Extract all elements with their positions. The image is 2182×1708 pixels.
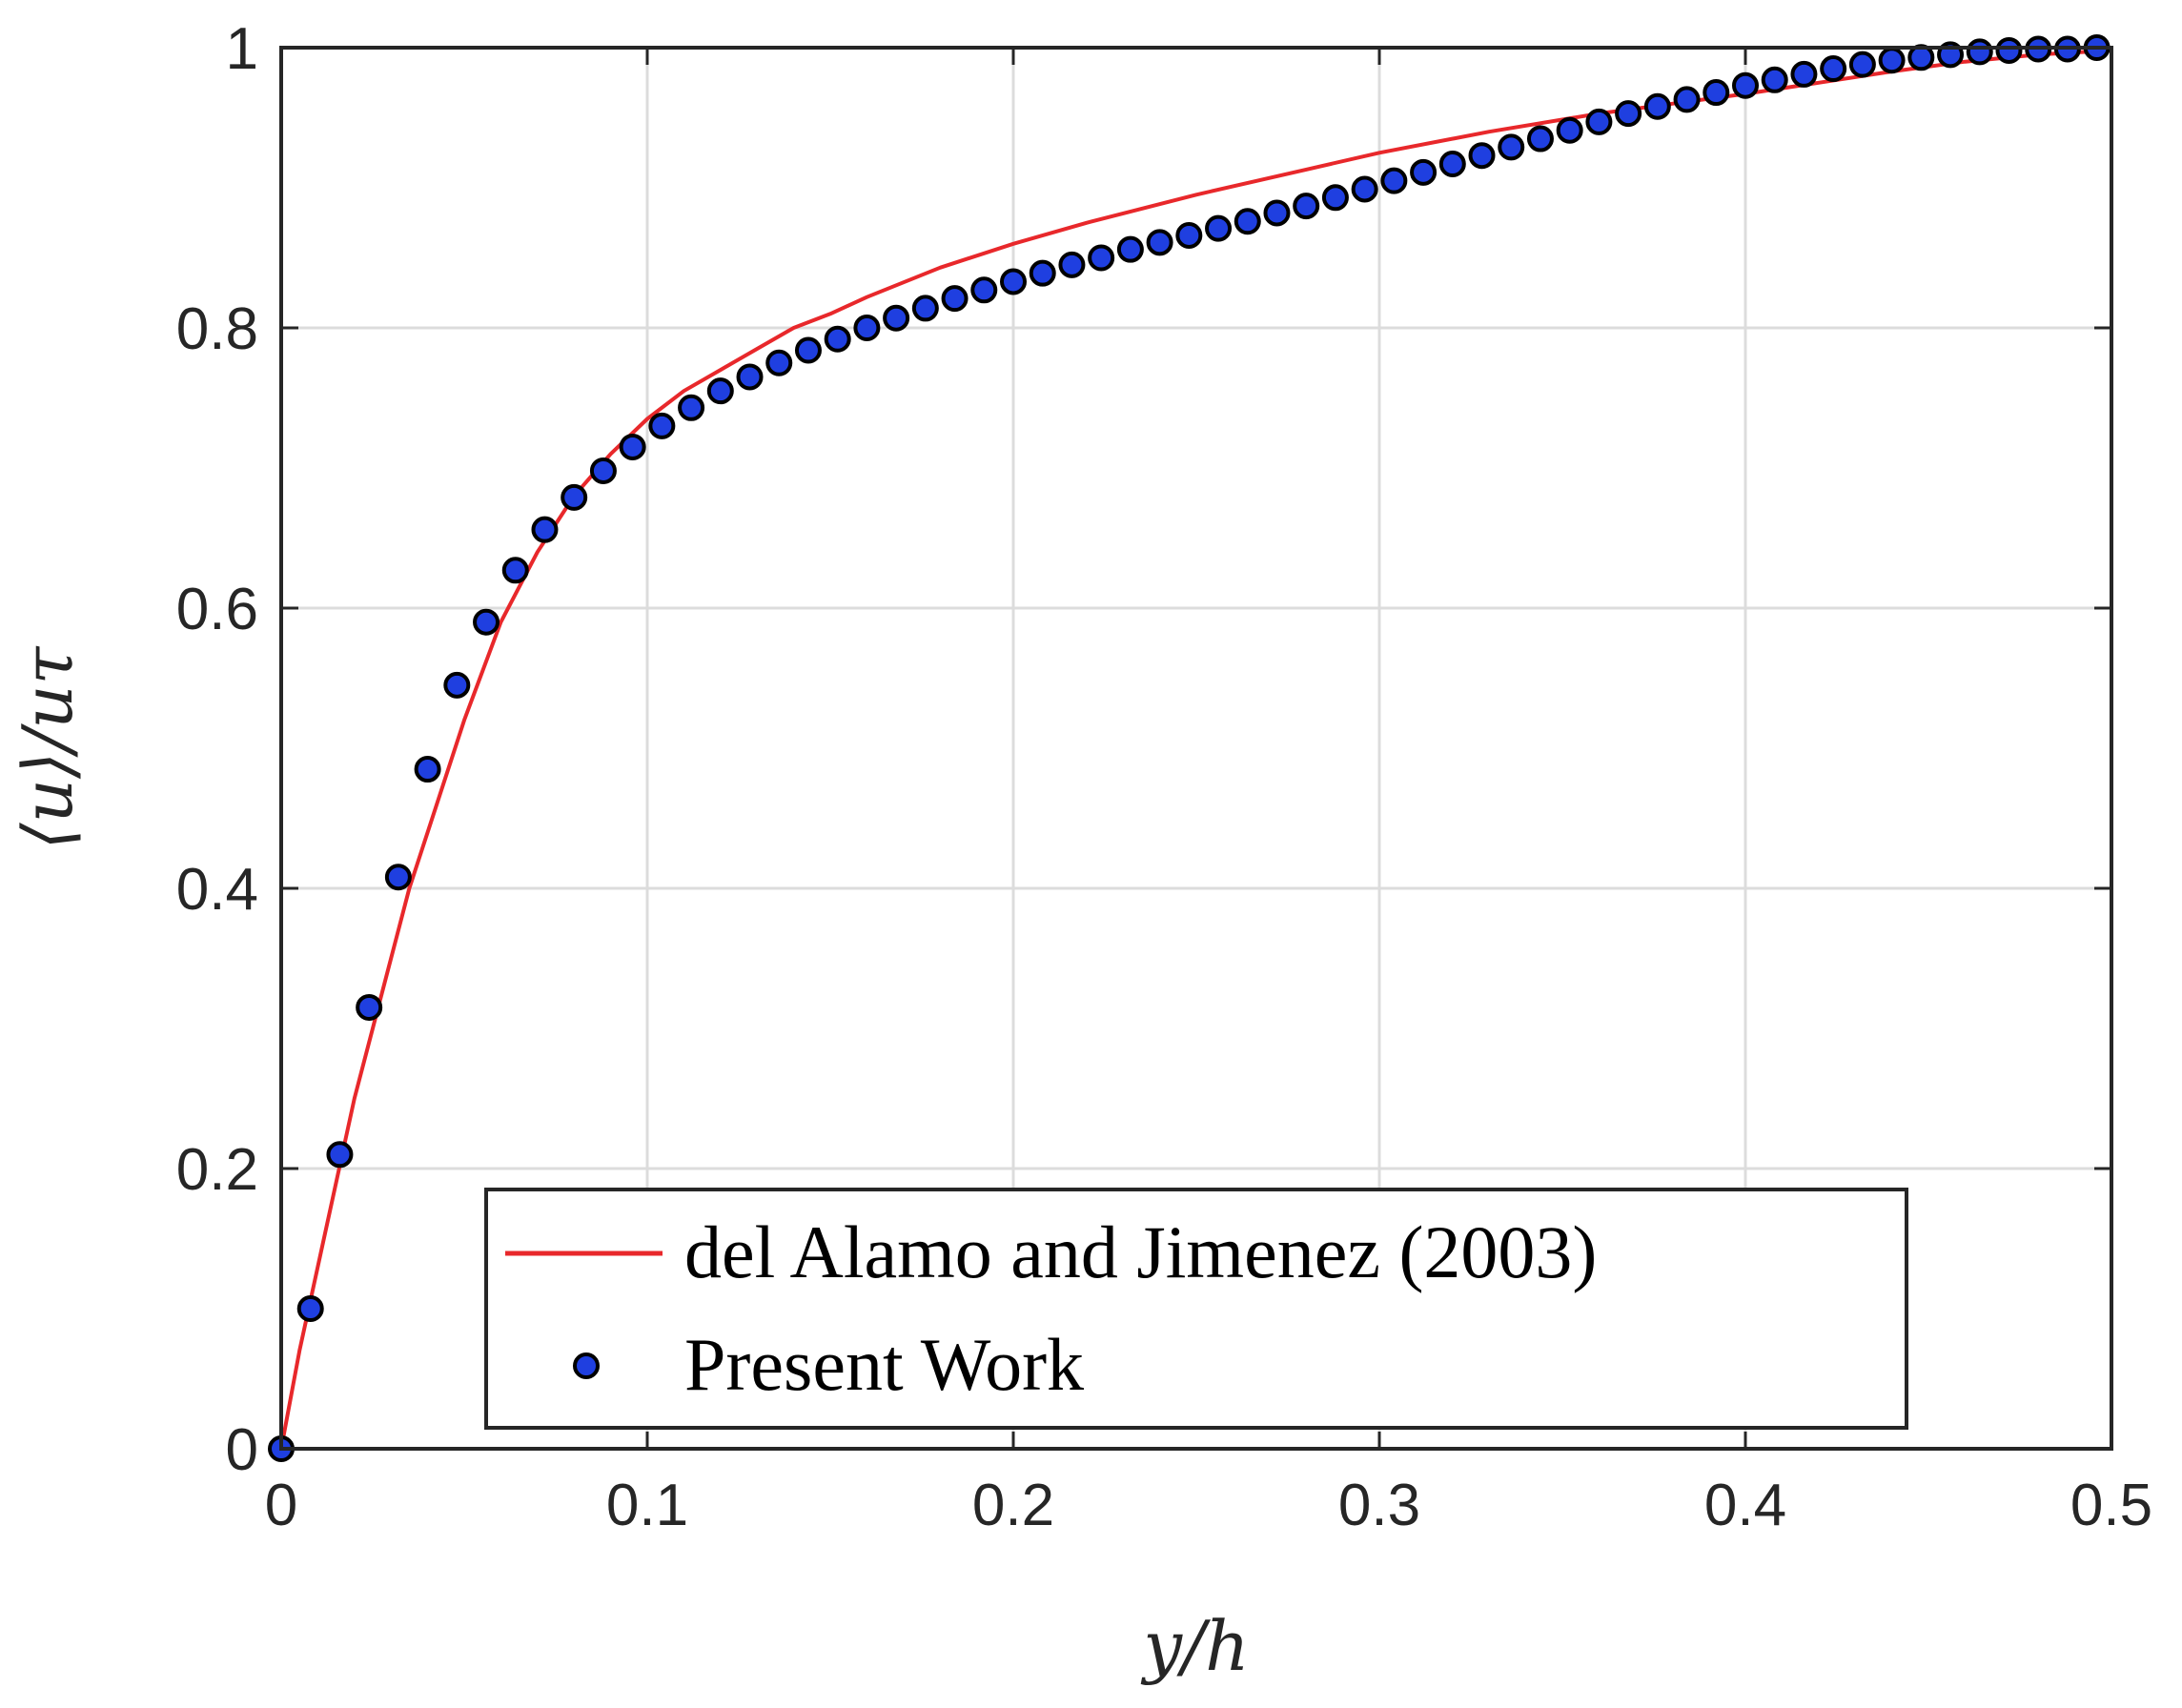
data-point-present-work [1263,199,1291,227]
data-point-present-work [678,394,705,421]
data-point-present-work [970,276,998,304]
legend-box [484,1188,1908,1430]
legend-label-1: Present Work [684,1323,1084,1406]
y-tick-label: 0 [226,1417,258,1483]
x-tick-label: 0.4 [1704,1473,1786,1538]
data-point-present-work [296,1295,324,1322]
data-point-present-work [1848,51,1876,78]
data-point-present-work [853,315,881,341]
x-tick-label: 0.1 [606,1473,688,1538]
data-point-present-work [414,756,441,783]
legend-marker-swatch [573,1352,600,1379]
data-point-present-work [941,285,969,313]
data-point-present-work [1410,158,1438,186]
data-point-present-work [1088,244,1115,272]
data-point-present-work [1175,221,1203,249]
data-point-present-work [1380,167,1408,194]
data-point-present-work [1116,235,1144,263]
data-point-present-work [1585,108,1613,135]
data-point-present-work [1615,100,1642,128]
x-tick-label: 0.3 [1338,1473,1420,1538]
data-point-present-work [1556,116,1583,144]
data-point-present-work [794,336,822,364]
legend-label-0: del Alamo and Jimenez (2003) [684,1210,1597,1293]
data-point-present-work [1146,229,1173,256]
data-point-present-work [326,1141,354,1169]
x-tick-label: 0.2 [972,1473,1054,1538]
data-point-present-work [1438,151,1466,178]
data-point-present-work [1643,92,1671,120]
data-point-present-work [765,349,793,376]
legend: del Alamo and Jimenez (2003) Present Wor… [484,1188,1908,1430]
series-layer [268,34,2112,1462]
data-point-present-work [1029,259,1056,287]
series-line-del-alamo [279,48,2112,1450]
data-point-present-work [824,325,851,353]
data-point-present-work [1234,208,1261,235]
data-point-present-work [911,295,939,322]
data-point-present-work [1761,66,1788,93]
data-point-present-work [1703,79,1730,107]
data-point-present-work [619,433,646,460]
data-point-present-work [883,304,910,332]
data-point-present-work [1321,184,1349,212]
y-tick-label: 1 [226,16,258,82]
data-point-present-work [443,671,471,699]
data-point-present-work [1293,193,1320,220]
y-axis-label: ⟨u⟩/uτ [8,645,88,849]
data-point-present-work [1878,47,1906,74]
data-point-present-work [1498,133,1525,161]
y-tick-labels: 0 0.2 0.4 0.6 0.8 1 [176,16,258,1483]
data-point-present-work [501,557,529,584]
data-point-present-work [1526,125,1554,152]
y-tick-label: 0.8 [176,296,258,362]
data-point-present-work [706,377,734,405]
data-point-present-work [1732,71,1759,99]
y-tick-label: 0.6 [176,577,258,642]
data-point-present-work [1790,60,1818,88]
data-point-present-work [1468,142,1496,170]
y-tick-label: 0.2 [176,1137,258,1203]
data-point-present-work [589,457,617,484]
data-point-present-work [531,516,559,543]
data-point-present-work [1205,214,1233,242]
data-point-present-work [648,412,676,439]
data-point-present-work [1000,268,1027,295]
data-point-present-work [561,483,588,511]
plot-frame [279,46,2113,1451]
data-point-present-work [356,993,383,1021]
x-axis-label: y/h [1140,1606,1249,1686]
y-tick-label: 0.4 [176,857,258,923]
data-point-present-work [1351,175,1378,203]
x-tick-labels: 0 0.1 0.2 0.3 0.4 0.5 [265,1473,2152,1538]
x-tick-label: 0.5 [2070,1473,2152,1538]
data-point-present-work [1058,251,1086,278]
data-point-present-work [384,864,412,891]
grid [281,48,2111,1449]
data-point-present-work [1966,38,1993,66]
data-point-present-work [1820,55,1847,83]
data-point-present-work [473,608,500,636]
data-point-present-work [1995,36,2023,64]
data-point-present-work [736,363,764,391]
data-point-present-work [1673,86,1701,113]
x-tick-label: 0 [265,1473,297,1538]
